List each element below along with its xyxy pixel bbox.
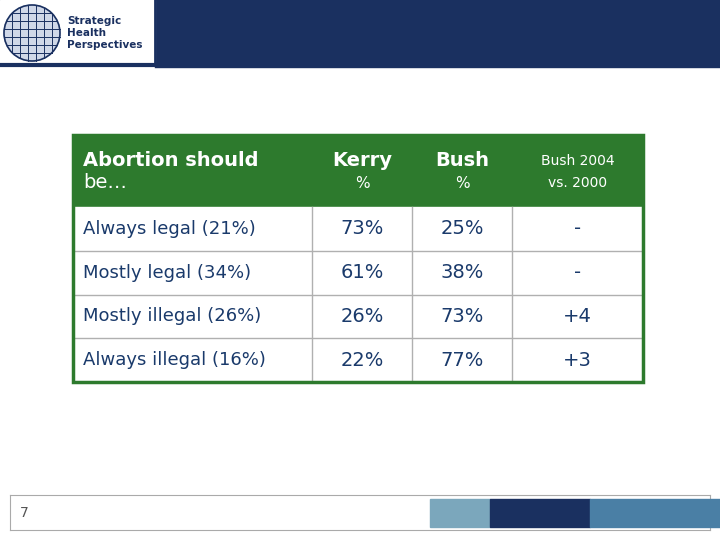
- Text: Always illegal (16%): Always illegal (16%): [83, 351, 266, 369]
- Text: Bush: Bush: [435, 152, 489, 171]
- Bar: [73, 135, 643, 382]
- Bar: [0, 0, 720, 65]
- Text: Health: Health: [67, 28, 106, 38]
- Text: 7: 7: [20, 506, 29, 520]
- Text: be…: be…: [83, 173, 127, 192]
- Text: -: -: [574, 263, 581, 282]
- Text: Bush 2004: Bush 2004: [541, 154, 614, 168]
- Text: 26%: 26%: [341, 307, 384, 326]
- Text: vs. 2000: vs. 2000: [548, 176, 607, 190]
- Bar: [590, 499, 720, 527]
- Text: Perspectives: Perspectives: [67, 40, 143, 50]
- Text: 25%: 25%: [440, 219, 484, 238]
- Text: Abortion should: Abortion should: [83, 152, 258, 171]
- Text: %: %: [355, 176, 369, 191]
- Text: 38%: 38%: [441, 263, 484, 282]
- Text: -: -: [574, 219, 581, 238]
- Bar: [73, 207, 643, 382]
- Text: 22%: 22%: [341, 350, 384, 369]
- Text: Mostly illegal (26%): Mostly illegal (26%): [83, 307, 261, 326]
- Text: Exit Poll Results: Abortion: Exit Poll Results: Abortion: [170, 19, 525, 47]
- Text: +3: +3: [563, 350, 592, 369]
- Text: 73%: 73%: [341, 219, 384, 238]
- Text: Strategic: Strategic: [67, 16, 121, 26]
- Circle shape: [4, 5, 60, 61]
- Text: +4: +4: [563, 307, 592, 326]
- Bar: [0, 0, 155, 65]
- Bar: [490, 499, 590, 527]
- Text: Kerry: Kerry: [332, 152, 392, 171]
- Text: 61%: 61%: [341, 263, 384, 282]
- Text: Mostly legal (34%): Mostly legal (34%): [83, 264, 251, 282]
- Bar: [73, 135, 643, 207]
- Bar: [430, 499, 490, 527]
- Text: 73%: 73%: [441, 307, 484, 326]
- Text: 77%: 77%: [441, 350, 484, 369]
- Text: Always legal (21%): Always legal (21%): [83, 220, 256, 238]
- Text: %: %: [455, 176, 469, 191]
